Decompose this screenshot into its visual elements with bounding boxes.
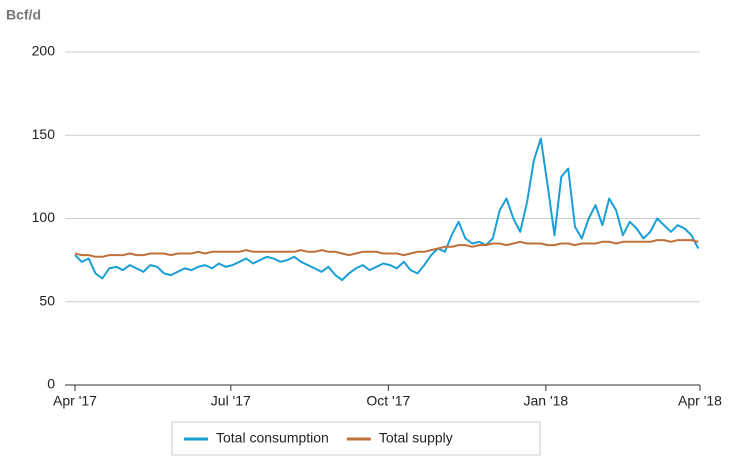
x-tick-label: Jul '17 [211, 393, 251, 409]
x-tick-label: Oct '17 [366, 393, 410, 409]
x-tick-label: Apr '17 [53, 393, 97, 409]
legend-label: Total supply [379, 430, 453, 446]
x-tick-label: Apr '18 [678, 393, 722, 409]
x-tick-label: Jan '18 [524, 393, 569, 409]
y-tick-label: 200 [32, 43, 56, 59]
series-line [74, 239, 699, 258]
series-line [74, 137, 700, 282]
legend-label: Total consumption [216, 430, 329, 446]
y-tick-label: 0 [47, 376, 55, 392]
y-tick-label: 100 [32, 209, 56, 225]
y-tick-label: 150 [32, 126, 56, 142]
y-axis-label: Bcf/d [6, 7, 41, 23]
y-tick-label: 50 [39, 292, 55, 308]
